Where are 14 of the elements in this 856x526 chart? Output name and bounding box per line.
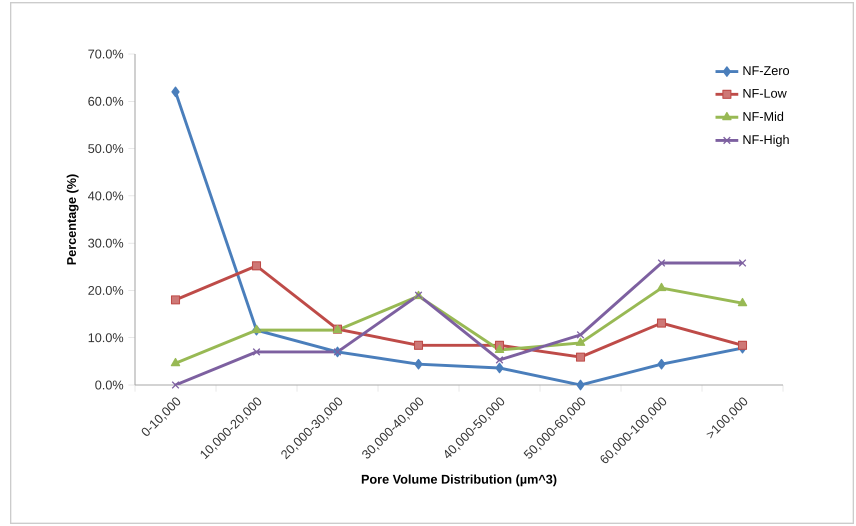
legend-label: NF-Mid: [743, 112, 784, 121]
y-tick-label: 70.0%: [88, 50, 124, 58]
legend-label: NF-Zero: [743, 66, 790, 76]
y-axis-title: Percentage (%): [66, 174, 79, 264]
y-tick-label: 40.0%: [88, 191, 124, 200]
y-tick-label: 0.0%: [95, 380, 124, 390]
y-tick-label: 10.0%: [88, 333, 124, 342]
y-tick-label: 20.0%: [88, 286, 124, 295]
y-tick-label: 50.0%: [88, 144, 124, 154]
legend-label: NF-Low: [743, 88, 787, 98]
x-axis-title: Pore Volume Distribution (µm^3): [362, 474, 556, 486]
legend-label: NF-High: [743, 134, 789, 147]
y-tick-label: 30.0%: [88, 238, 124, 248]
y-tick-label: 60.0%: [88, 96, 124, 106]
